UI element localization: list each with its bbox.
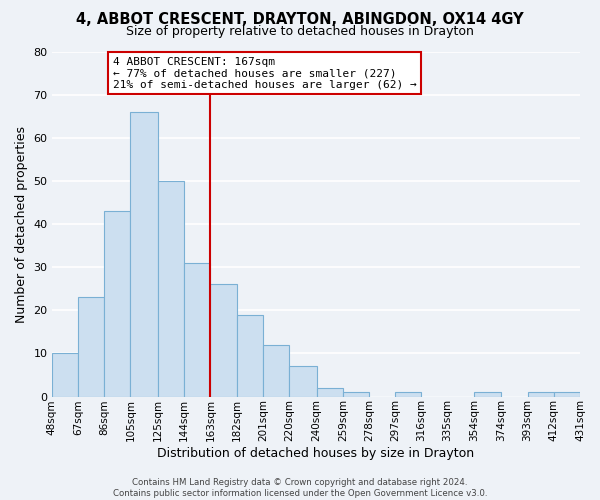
Bar — [554, 392, 580, 396]
Bar — [104, 211, 130, 396]
Bar — [78, 298, 104, 396]
Bar — [474, 392, 502, 396]
Text: Contains HM Land Registry data © Crown copyright and database right 2024.
Contai: Contains HM Land Registry data © Crown c… — [113, 478, 487, 498]
Bar — [527, 392, 554, 396]
Text: 4, ABBOT CRESCENT, DRAYTON, ABINGDON, OX14 4GY: 4, ABBOT CRESCENT, DRAYTON, ABINGDON, OX… — [76, 12, 524, 28]
Y-axis label: Number of detached properties: Number of detached properties — [15, 126, 28, 322]
Bar — [184, 263, 211, 396]
Bar — [343, 392, 369, 396]
Bar — [236, 314, 263, 396]
Bar — [289, 366, 317, 396]
X-axis label: Distribution of detached houses by size in Drayton: Distribution of detached houses by size … — [157, 447, 475, 460]
Bar — [130, 112, 158, 397]
Text: 4 ABBOT CRESCENT: 167sqm
← 77% of detached houses are smaller (227)
21% of semi-: 4 ABBOT CRESCENT: 167sqm ← 77% of detach… — [113, 56, 416, 90]
Bar — [317, 388, 343, 396]
Text: Size of property relative to detached houses in Drayton: Size of property relative to detached ho… — [126, 25, 474, 38]
Bar — [158, 181, 184, 396]
Bar — [211, 284, 236, 397]
Bar — [263, 345, 289, 397]
Bar — [395, 392, 421, 396]
Bar — [52, 354, 78, 397]
